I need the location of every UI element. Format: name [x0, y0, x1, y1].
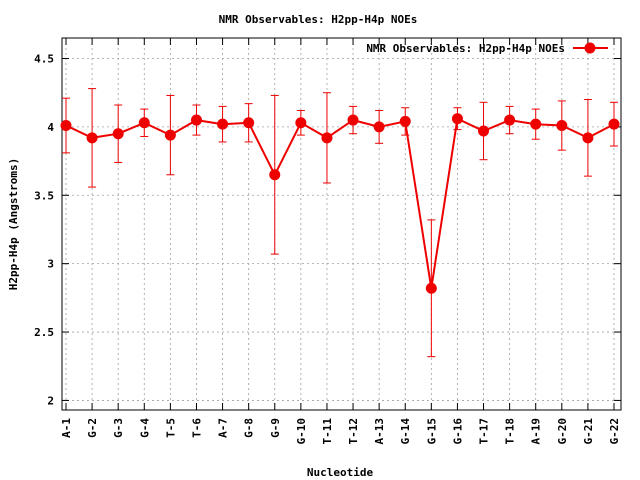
x-tick-label: A-1 [60, 418, 73, 438]
data-point [373, 121, 385, 133]
x-tick-label: G-2 [86, 418, 99, 438]
x-tick-label: G-8 [243, 418, 256, 438]
legend-label: NMR Observables: H2pp-H4p NOEs [366, 42, 565, 55]
series-line [65, 117, 615, 289]
x-tick-label: T-11 [321, 418, 334, 445]
data-point [164, 129, 176, 141]
y-tick-label: 3 [47, 258, 54, 271]
x-tick-label: A-13 [373, 418, 386, 445]
data-point [530, 118, 542, 130]
x-tick-label: G-22 [608, 418, 621, 445]
x-tick-label: G-15 [425, 418, 438, 445]
data-point [243, 117, 255, 129]
data-point [347, 114, 359, 126]
y-tick-label: 4.5 [34, 53, 54, 66]
data-point [60, 120, 72, 132]
data-point [451, 113, 463, 125]
y-tick-label: 2 [47, 394, 54, 407]
series-line-layer [65, 117, 615, 289]
data-point [269, 169, 281, 181]
data-point [86, 132, 98, 144]
data-point [478, 125, 490, 137]
data-point [582, 132, 594, 144]
x-tick-label: T-5 [164, 418, 177, 438]
y-axis-label: H2pp-H4p (Angstroms) [7, 158, 20, 290]
data-point [608, 118, 620, 130]
x-tick-label: T-18 [504, 418, 517, 445]
plot-frame [61, 37, 622, 411]
x-tick-label: G-16 [451, 418, 464, 445]
x-tick-label: T-12 [347, 418, 360, 445]
x-tick-label: G-14 [399, 418, 412, 445]
x-tick-label: G-21 [582, 418, 595, 445]
x-tick-label: A-7 [217, 418, 230, 438]
data-point [217, 118, 229, 130]
x-axis-ticks: A-1 G-2 G-3 G-4 T-5 T-6 A-7 G-8 G-9 G-10 T-11 T-12 A… [60, 38, 621, 445]
x-tick-label: G-20 [556, 418, 569, 445]
data-point [504, 114, 516, 126]
legend-marker [584, 42, 596, 54]
data-points [60, 113, 620, 294]
data-point [295, 117, 307, 129]
chart-title: NMR Observables: H2pp-H4p NOEs [219, 13, 418, 26]
x-tick-label: A-19 [530, 418, 543, 445]
y-tick-label: 3.5 [34, 189, 54, 202]
y-tick-label: 2.5 [34, 326, 54, 339]
y-axis-ticks: 2 2.5 3 3.5 4 4.5 [34, 53, 621, 407]
data-point [138, 117, 150, 129]
grid-layer [62, 38, 621, 410]
x-tick-label: T-17 [478, 418, 491, 445]
data-point [556, 120, 568, 132]
x-tick-label: G-10 [295, 418, 308, 445]
x-tick-label: G-9 [269, 418, 282, 438]
data-point [112, 128, 124, 140]
data-point [399, 115, 411, 127]
x-tick-label: G-4 [138, 418, 151, 438]
data-point [190, 114, 202, 126]
x-tick-label: G-3 [112, 418, 125, 438]
x-tick-label: T-6 [190, 418, 203, 438]
data-point [321, 132, 333, 144]
y-tick-label: 4 [47, 121, 54, 134]
data-point [425, 282, 437, 294]
x-axis-label: Nucleotide [307, 466, 374, 479]
legend: NMR Observables: H2pp-H4p NOEs [366, 42, 608, 55]
